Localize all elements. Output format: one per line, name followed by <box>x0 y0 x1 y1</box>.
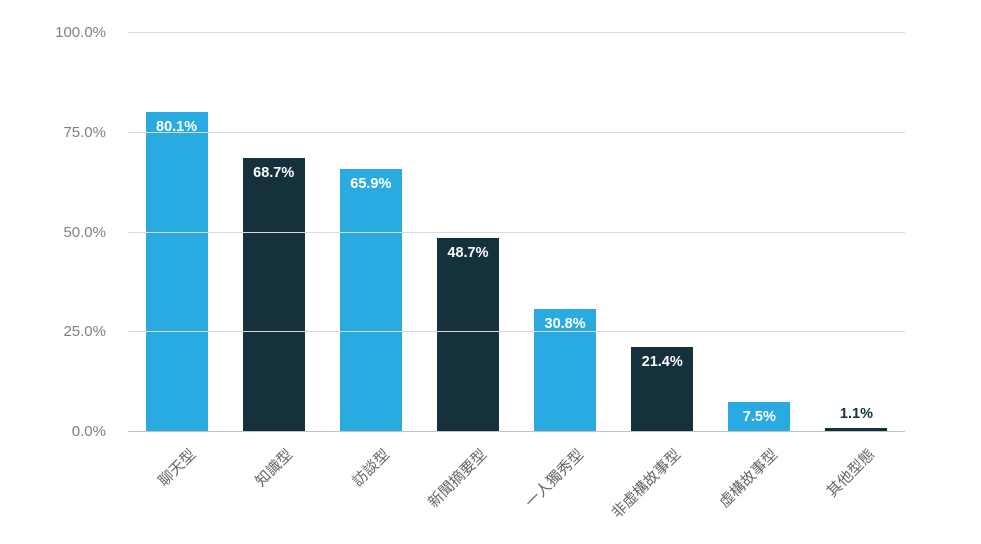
y-axis: 0.0% 25.0% 50.0% 75.0% 100.0% <box>0 24 116 440</box>
bar-value-label: 30.8% <box>544 316 586 333</box>
x-axis-category-label: 聊天型 <box>154 446 199 490</box>
gridline <box>128 131 905 133</box>
bar-column: 1.1% 其他型態 <box>808 33 905 501</box>
bar: 80.1% <box>145 112 208 432</box>
y-tick-label: 0.0% <box>71 423 106 440</box>
x-axis-category-label: 新聞摘要型 <box>425 446 491 512</box>
bar: 65.9% <box>339 169 402 432</box>
bar-value-label: 65.9% <box>350 176 392 193</box>
y-tick-label: 25.0% <box>63 323 106 341</box>
bar-value-label: 21.4% <box>641 353 683 370</box>
bar-value-label: 68.7% <box>253 164 295 181</box>
x-axis-category-label: 非虛構故事型 <box>608 446 685 522</box>
plot-area: 80.1% 聊天型 68.7% 知識型 65.9% 訪談型 48.7% 新聞摘要型 30.8% 一… <box>128 32 905 522</box>
bar-value-label: 1.1% <box>839 405 873 422</box>
bar-columns: 80.1% 聊天型 68.7% 知識型 65.9% 訪談型 48.7% 新聞摘要型 30.8% 一… <box>128 33 905 522</box>
bar-column: 30.8% 一人獨秀型 <box>517 33 614 511</box>
y-tick-label: 50.0% <box>63 223 106 241</box>
x-axis-category-label: 訪談型 <box>349 446 393 490</box>
bar-column: 7.5% 虛構故事型 <box>711 33 808 511</box>
x-axis-category-label: 知識型 <box>251 446 296 490</box>
bar-value-label: 7.5% <box>742 409 776 426</box>
bar-column: 65.9% 訪談型 <box>322 33 419 490</box>
gridline <box>128 231 905 233</box>
bar: 7.5% <box>728 402 791 432</box>
bar: 48.7% <box>436 237 499 432</box>
bar: 30.8% <box>534 309 597 432</box>
bar-column: 21.4% 非虛構故事型 <box>609 33 711 522</box>
bar: 68.7% <box>242 157 305 432</box>
x-axis-baseline <box>128 431 905 432</box>
gridline <box>128 32 905 33</box>
y-tick-label: 75.0% <box>63 123 106 141</box>
gridline <box>128 331 905 333</box>
x-axis-category-label: 其他型態 <box>824 446 879 501</box>
bar: 1.1% <box>825 406 888 432</box>
bar-value-label: 48.7% <box>447 244 489 261</box>
x-axis-category-label: 虛構故事型 <box>716 446 782 512</box>
y-tick-label: 100.0% <box>55 24 106 41</box>
bar-column: 48.7% 新聞摘要型 <box>419 33 516 511</box>
bar-column: 80.1% 聊天型 <box>128 33 225 490</box>
bar-column: 68.7% 知識型 <box>225 33 322 490</box>
bar: 21.4% <box>631 346 694 432</box>
x-axis-category-label: 一人獨秀型 <box>522 446 588 512</box>
bar-value-label: 80.1% <box>156 119 198 136</box>
